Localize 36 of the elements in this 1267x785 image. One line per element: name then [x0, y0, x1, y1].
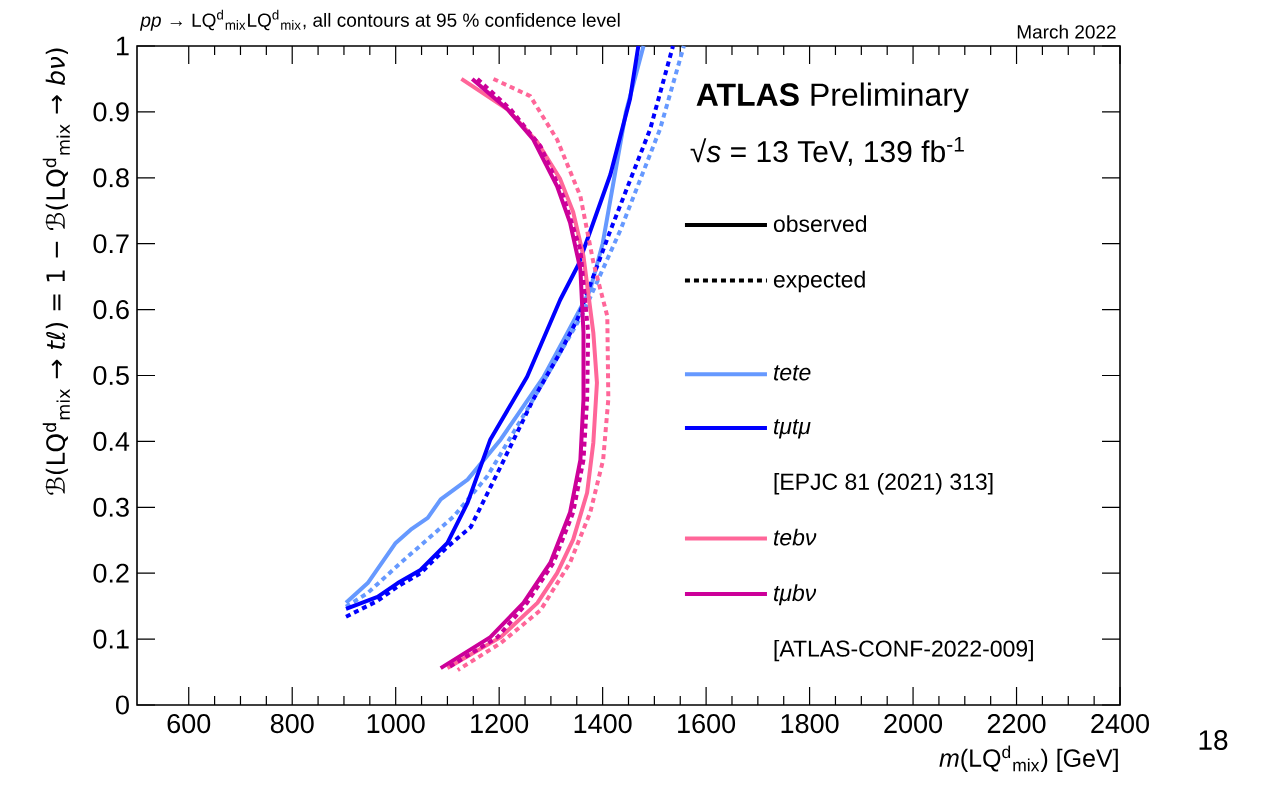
x-tick-label: 1800: [781, 714, 839, 734]
annotation: ATLAS Preliminary: [696, 82, 969, 113]
x-tick-label: 1600: [678, 714, 736, 734]
x-tick-label: 2400: [1091, 714, 1149, 734]
y-tick-label: 0.9: [93, 102, 129, 122]
x-tick-label: 800: [270, 714, 314, 734]
x-tick-label: 600: [167, 714, 211, 734]
y-tick-label: 0.3: [93, 497, 129, 517]
legend-label: tebν: [773, 528, 817, 546]
annotation: [ATLAS-CONF-2022-009]: [774, 639, 1033, 662]
annotation: observed: [773, 215, 867, 233]
y-tick-label: 0.2: [93, 563, 129, 583]
legend-label: tete: [773, 365, 811, 381]
chart-title: pp → LQ$^{d}$$_{mix}$LQ$^{d}$$_{mix}$, all contours at 95 % confidence level: [139, 9, 620, 31]
legend-label: tμtμ: [773, 419, 811, 439]
x-tick-label: 1400: [574, 714, 632, 734]
annotation: expected: [773, 270, 865, 293]
x-tick-label: 2000: [884, 714, 943, 734]
y-tick-label: 0.6: [93, 300, 129, 320]
y-tick-label: 0.5: [93, 365, 129, 386]
x-tick-label: 1000: [367, 714, 425, 734]
text: March 2022: [1017, 24, 1116, 39]
y-tick-label: 0: [116, 695, 129, 715]
x-tick-label: 1200: [471, 714, 529, 734]
x-tick-label: 2200: [987, 714, 1046, 734]
y-tick-label: 1: [117, 36, 129, 56]
y-tick-label: 0.4: [93, 431, 130, 451]
x-axis-title: m(LQ$^{d}$$_{mix}$) [GeV]: [939, 745, 1118, 772]
legend-label: tμbν: [773, 584, 817, 606]
text: ℬ(LQ$^{d}$$_{mix}$ → tℓ) = 1 − ℬ(LQ$^{d}$$_{mix}$ → bν): [42, 48, 70, 495]
text: 18: [1199, 730, 1228, 750]
y-tick-label: 0.7: [93, 234, 129, 254]
y-tick-label: 0.1: [93, 629, 129, 649]
annotation: [EPJC 81 (2021) 313]: [774, 473, 993, 495]
annotation: √s = 13 TeV, 139 fb$^{-1}$: [690, 137, 964, 166]
y-tick-label: 0.8: [93, 168, 129, 188]
